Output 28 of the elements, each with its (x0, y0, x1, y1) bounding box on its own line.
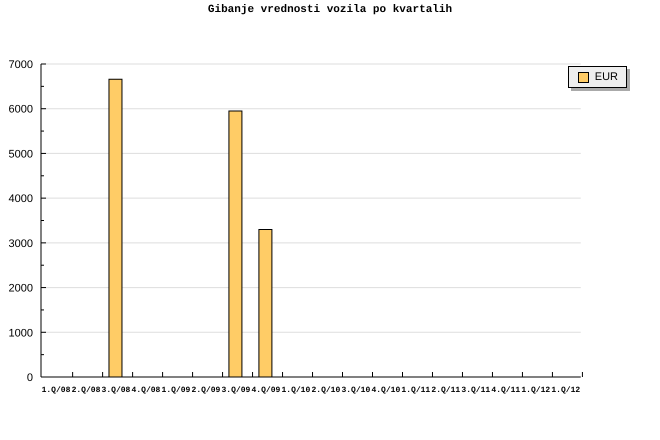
x-tick-label: 1.Q/11 (401, 386, 430, 395)
y-tick-label: 6000 (8, 104, 33, 116)
y-tick-label: 3000 (8, 238, 33, 250)
x-tick-label: 3.Q/08 (102, 386, 131, 395)
x-tick-label: 3.Q/09 (222, 386, 251, 395)
y-tick-label: 7000 (8, 59, 33, 71)
x-tick-label: 1.Q/12 (551, 386, 580, 395)
y-tick-label: 4000 (8, 193, 33, 206)
y-tick-label: 5000 (8, 148, 33, 160)
x-tick-label: 1.Q/12 (521, 386, 550, 395)
x-tick-label: 4.Q/11 (491, 386, 520, 395)
x-tick-label: 2.Q/11 (431, 386, 460, 395)
y-tick-label: 1000 (8, 327, 33, 340)
x-tick-label: 1.Q/09 (162, 386, 191, 395)
x-tick-label: 2.Q/10 (311, 386, 340, 395)
x-tick-label: 4.Q/08 (132, 386, 161, 395)
x-tick-label: 2.Q/09 (192, 386, 221, 395)
chart-title: Gibanje vrednosti vozila po kvartalih (206, 4, 454, 16)
legend-label: EUR (594, 70, 618, 84)
y-tick-label: 0 (26, 372, 33, 384)
x-tick-label: 4.Q/10 (371, 386, 400, 395)
x-tick-label: 3.Q/10 (341, 386, 370, 395)
x-tick-label: 1.Q/10 (281, 386, 310, 395)
x-tick-label: 3.Q/11 (461, 386, 490, 395)
y-tick-label: 2000 (8, 282, 33, 295)
x-tick-label: 2.Q/08 (72, 386, 101, 395)
x-tick-label: 4.Q/09 (251, 386, 280, 395)
x-tick-label: 1.Q/08 (42, 386, 71, 395)
